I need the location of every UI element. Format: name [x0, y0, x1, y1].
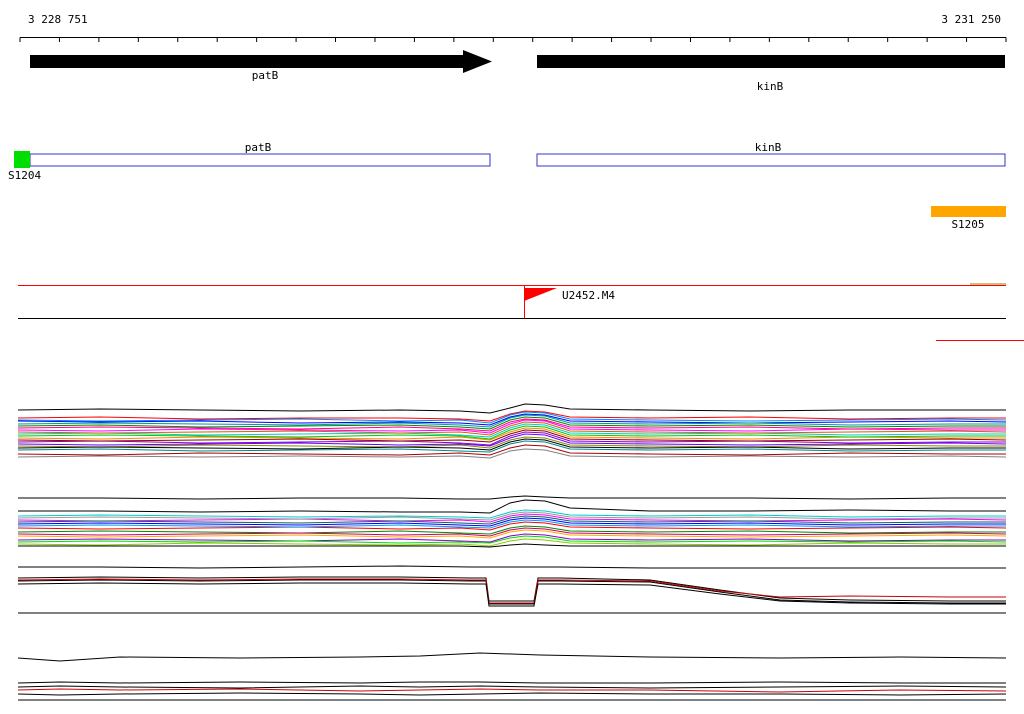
expression-track-3-series [18, 565, 1006, 569]
expression-track-2-series [17, 517, 1006, 527]
expression-track-2-series [17, 538, 1006, 547]
expression-track-1-series [17, 414, 1006, 428]
ruler [19, 37, 1007, 42]
expression-track-2-series [18, 495, 1006, 500]
gene-arrow-kinB[interactable] [537, 55, 1005, 68]
gene-arrow-patB-head[interactable] [463, 50, 492, 73]
expression-track-2-series [17, 511, 1006, 521]
expression-track-1-series [17, 429, 1007, 443]
marker-flag[interactable] [524, 286, 557, 318]
expression-track-1-series [17, 419, 1006, 434]
expression-track-4-series [17, 688, 1007, 693]
expression-track-3-series [17, 578, 1006, 604]
coord-right-label: 3 231 250 [941, 13, 1001, 26]
expression-track-2-series [17, 527, 1007, 537]
expression-track-1-series [17, 413, 1007, 426]
expression-track-2-series [17, 513, 1007, 523]
expression-track-2-series [17, 533, 1006, 543]
expression-track-1-series [17, 425, 1006, 440]
expression-track-1-series [17, 436, 1006, 449]
expression-track-4-series [17, 692, 1007, 696]
expression-track-4-series [17, 681, 1006, 684]
expression-track-2-series [17, 521, 1007, 531]
expression-track-2-series [17, 529, 1007, 539]
gene-arrow-patB-body[interactable] [30, 55, 463, 68]
expression-tracks [17, 403, 1007, 701]
expression-track-1-series [17, 403, 1006, 414]
expression-track-3-series [17, 582, 1006, 607]
expression-track-1-series [17, 433, 1007, 447]
gene-box-kinB[interactable] [536, 153, 1006, 167]
expression-track-1-series [17, 421, 1007, 436]
expression-track-1-series [17, 411, 1007, 424]
expression-track-1-series [17, 423, 1006, 438]
gene-arrow-kinB-label: kinB [757, 80, 784, 93]
expression-track-1-series [17, 410, 1006, 422]
gene-arrow-kinB-body[interactable] [537, 55, 1005, 68]
expression-track-2-series [17, 525, 1006, 535]
expression-track-1-series [17, 448, 1007, 459]
feature-S1205[interactable] [931, 206, 1006, 217]
gene-arrow-patB[interactable] [30, 50, 492, 73]
expression-track-2-series [17, 509, 1006, 519]
expression-track-2-series [18, 543, 1006, 548]
expression-track-4-series [17, 652, 1007, 662]
expression-track-1-series [17, 438, 1006, 451]
gene-box-patB[interactable] [29, 153, 491, 167]
expression-track-2-series [17, 515, 1006, 525]
marker-flag-label: U2452.M4 [562, 289, 615, 302]
expression-track-1-series [17, 427, 1006, 441]
feature-S1205-label: S1205 [951, 218, 984, 231]
feature-S1204[interactable] [14, 151, 30, 168]
marker-flag-triangle[interactable] [524, 288, 557, 301]
gene-box-kinB-label: kinB [755, 141, 782, 154]
expression-track-4-series [17, 685, 1007, 689]
expression-track-1-series [17, 418, 1006, 432]
expression-track-1-series [17, 431, 1006, 446]
expression-track-1-series [17, 444, 1006, 456]
expression-track-1-series [17, 416, 1006, 430]
expression-track-1-series [17, 440, 1006, 453]
expression-track-2-series [18, 499, 1006, 514]
gene-box-patB-label: patB [245, 141, 272, 154]
feature-S1204-label: S1204 [8, 169, 41, 182]
expression-track-2-series [17, 535, 1007, 544]
gene-arrow-patB-label: patB [252, 69, 279, 82]
coord-left-label: 3 228 751 [28, 13, 88, 26]
expression-track-2-series [17, 519, 1006, 529]
